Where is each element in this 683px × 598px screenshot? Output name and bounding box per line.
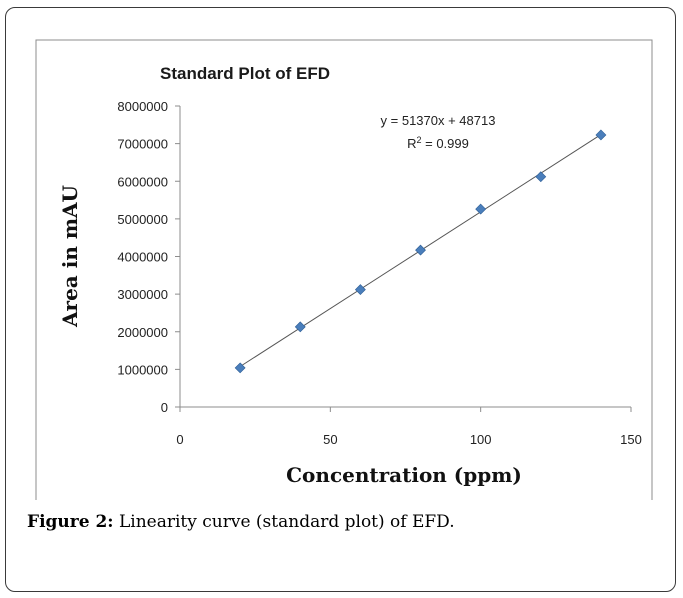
r-squared-value: = 0.999	[422, 136, 469, 151]
figure-caption: Figure 2: Linearity curve (standard plot…	[27, 512, 455, 532]
x-axis-label: Concentration (ppm)	[286, 463, 522, 487]
data-point	[294, 321, 306, 333]
r-squared-prefix: R	[407, 136, 416, 151]
chart-area-border	[35, 39, 653, 500]
data-point	[535, 171, 547, 183]
equation-label: y = 51370x + 48713	[381, 113, 496, 128]
x-tick-label: 100	[470, 432, 492, 447]
y-axis-label: Area in mAU	[58, 185, 82, 328]
x-tick-label: 50	[323, 432, 337, 447]
y-tick-label: 4000000	[117, 250, 168, 265]
y-tick-label: 0	[161, 400, 168, 415]
caption-label: Figure 2:	[27, 512, 114, 532]
data-point	[475, 203, 487, 215]
x-tick-label: 0	[176, 432, 183, 447]
caption-text: Linearity curve (standard plot) of EFD.	[113, 512, 455, 532]
data-points	[234, 129, 607, 374]
y-tick-label: 3000000	[117, 287, 168, 302]
y-tick-label: 1000000	[117, 362, 168, 377]
y-tick-label: 6000000	[117, 174, 168, 189]
y-tick-label: 7000000	[117, 137, 168, 152]
r-squared-sup: 2	[417, 135, 422, 145]
y-tick-label: 2000000	[117, 325, 168, 340]
r-squared-label: R2 = 0.999	[407, 135, 469, 151]
y-ticks: 0 1000000 2000000 3000000 4000000 5000000 6000…	[117, 99, 180, 415]
chart-title: Standard Plot of EFD	[160, 64, 330, 83]
data-point	[354, 284, 366, 296]
x-tick-label: 150	[620, 432, 642, 447]
chart: Standard Plot of EFD 0 1000000 2000000 3000…	[35, 39, 653, 500]
data-point	[595, 129, 607, 141]
x-ticks: 0 50 100 150	[176, 407, 642, 447]
y-tick-label: 5000000	[117, 212, 168, 227]
data-point	[415, 244, 426, 256]
y-tick-label: 8000000	[117, 99, 168, 114]
data-point	[234, 362, 246, 374]
